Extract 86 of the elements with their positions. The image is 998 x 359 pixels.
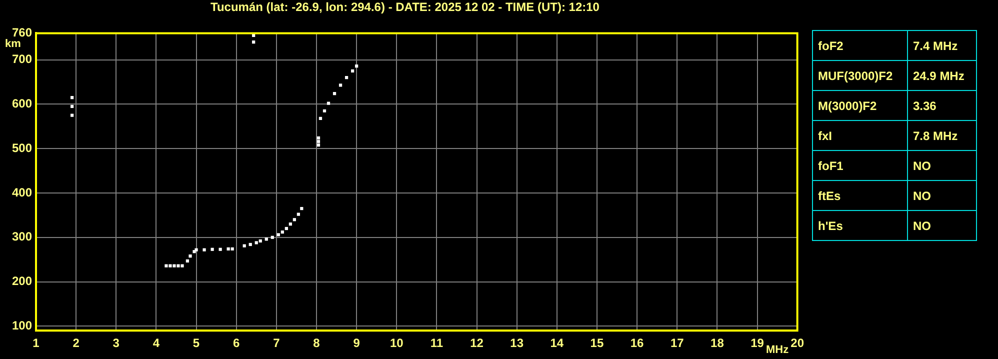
point xyxy=(355,64,358,68)
point xyxy=(254,241,258,244)
y-tick-label: 300 xyxy=(12,230,32,244)
x-tick-label: 8 xyxy=(313,336,320,350)
x-tick-label: 9 xyxy=(353,336,360,350)
text: ftEs xyxy=(812,180,908,210)
x-axis-title: MHz xyxy=(766,344,789,356)
point xyxy=(180,264,184,268)
y-tick-label: 760 xyxy=(12,26,32,40)
point xyxy=(316,140,320,144)
text: 7.8 MHz xyxy=(908,120,976,150)
text: 24.9 MHz xyxy=(908,60,976,90)
text: foF2 xyxy=(812,30,908,60)
point xyxy=(284,226,288,230)
point xyxy=(344,76,348,80)
point xyxy=(288,222,292,226)
point xyxy=(168,264,172,268)
point xyxy=(258,239,262,242)
point xyxy=(252,40,256,44)
point xyxy=(350,69,354,72)
point xyxy=(276,233,280,236)
x-tick-label: 20 xyxy=(790,336,804,350)
point xyxy=(242,244,246,248)
point xyxy=(280,230,284,234)
x-tick-label: 11 xyxy=(430,336,444,350)
chart-title: Tucumán (lat: -26.9, lon: 294.6) - DATE: 2025 12 02 - TIME (UT): 12:10 xyxy=(210,0,600,14)
x-tick-label: 1 xyxy=(32,336,40,350)
y-tick-label: 500 xyxy=(12,140,32,155)
x-tick-label: 18 xyxy=(710,336,724,350)
x-tick-label: 3 xyxy=(112,336,120,350)
x-tick-label: 10 xyxy=(390,336,404,350)
text: MUF(3000)F2 xyxy=(812,60,908,90)
point xyxy=(316,144,320,147)
point xyxy=(172,264,176,268)
point xyxy=(176,264,180,268)
point xyxy=(186,259,190,262)
x-tick-label: 14 xyxy=(550,336,564,350)
x-tick-label: 19 xyxy=(750,336,764,350)
point xyxy=(292,218,296,222)
y-axis-title: km xyxy=(5,38,21,50)
point xyxy=(188,254,192,258)
x-tick-label: 5 xyxy=(192,336,200,350)
point xyxy=(264,238,268,241)
x-tick-label: 4 xyxy=(152,336,160,350)
point xyxy=(326,102,330,105)
y-tick-label: 400 xyxy=(12,185,32,200)
x-tick-label: 7 xyxy=(273,336,280,350)
point xyxy=(164,264,168,268)
point xyxy=(230,247,234,250)
text: 3.36 xyxy=(908,90,976,120)
text: NO xyxy=(908,180,976,210)
point xyxy=(332,92,336,96)
y-tick-label: 600 xyxy=(12,96,32,111)
text: NO xyxy=(908,150,976,180)
x-tick-label: 6 xyxy=(233,336,240,350)
x-tick-label: 15 xyxy=(590,336,604,350)
point xyxy=(252,34,256,37)
point xyxy=(70,96,74,100)
text: NO xyxy=(908,210,976,240)
x-tick-label: 2 xyxy=(72,336,80,350)
y-tick-label: 100 xyxy=(12,318,32,332)
point xyxy=(316,136,320,140)
text: foF1 xyxy=(812,150,908,180)
point xyxy=(296,212,300,216)
x-tick-label: 17 xyxy=(670,336,684,350)
y-tick-label: 200 xyxy=(12,274,32,288)
text: h'Es xyxy=(812,210,908,240)
point xyxy=(210,248,214,251)
point xyxy=(202,248,206,252)
x-tick-label: 12 xyxy=(470,336,484,350)
point xyxy=(322,109,326,112)
point xyxy=(318,116,322,120)
point xyxy=(270,236,274,239)
point xyxy=(226,247,230,250)
text: 7.4 MHz xyxy=(908,30,976,60)
point xyxy=(70,104,74,108)
text: M(3000)F2 xyxy=(812,90,908,120)
point xyxy=(300,206,304,210)
point xyxy=(70,114,74,117)
point xyxy=(218,248,222,251)
text: fxI xyxy=(812,120,908,150)
point xyxy=(248,242,252,246)
x-tick-label: 13 xyxy=(510,336,524,350)
point xyxy=(338,84,342,87)
y-tick-label: 700 xyxy=(12,52,32,66)
x-tick-label: 16 xyxy=(630,336,644,350)
